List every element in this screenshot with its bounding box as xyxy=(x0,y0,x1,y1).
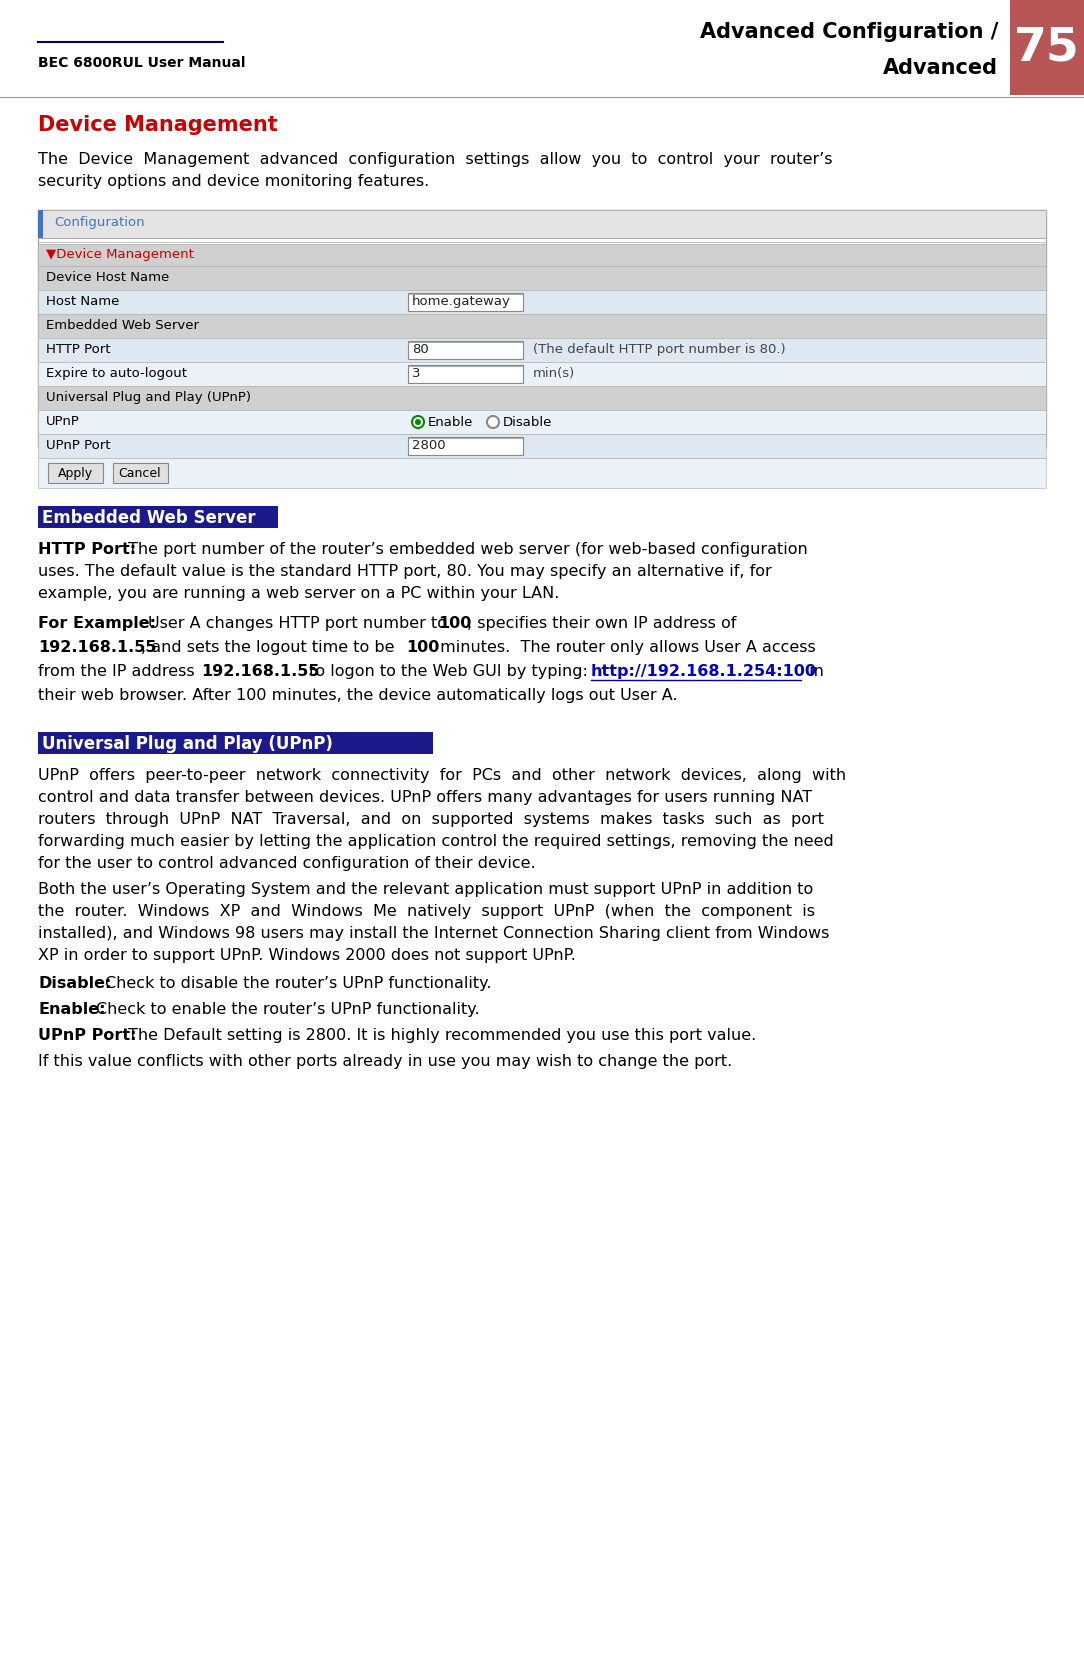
Text: The  Device  Management  advanced  configuration  settings  allow  you  to  cont: The Device Management advanced configura… xyxy=(38,153,833,168)
Text: Universal Plug and Play (UPnP): Universal Plug and Play (UPnP) xyxy=(42,735,333,753)
Bar xyxy=(408,293,522,310)
Bar xyxy=(38,267,1046,290)
Text: Both the user’s Operating System and the relevant application must support UPnP : Both the user’s Operating System and the… xyxy=(38,882,813,897)
Text: UPnP Port: UPnP Port xyxy=(46,439,111,453)
Text: Check to disable the router’s UPnP functionality.: Check to disable the router’s UPnP funct… xyxy=(105,976,491,991)
Text: 100: 100 xyxy=(406,641,439,656)
Bar xyxy=(38,386,1046,409)
Text: routers  through  UPnP  NAT  Traversal,  and  on  supported  systems  makes  tas: routers through UPnP NAT Traversal, and … xyxy=(38,812,824,827)
Text: Expire to auto-logout: Expire to auto-logout xyxy=(46,367,188,381)
Bar xyxy=(38,731,433,755)
Bar xyxy=(38,314,1046,339)
Text: , and sets the logout time to be: , and sets the logout time to be xyxy=(141,641,400,656)
Circle shape xyxy=(415,419,421,424)
Text: their web browser. After 100 minutes, the device automatically logs out User A.: their web browser. After 100 minutes, th… xyxy=(38,688,678,703)
Text: Disable: Disable xyxy=(503,416,553,429)
Text: ▼Device Management: ▼Device Management xyxy=(46,248,194,262)
Text: 192.168.1.55: 192.168.1.55 xyxy=(38,641,156,656)
Bar xyxy=(38,506,278,528)
Text: Embedded Web Server: Embedded Web Server xyxy=(42,510,256,527)
Text: 2800: 2800 xyxy=(412,439,446,453)
Text: (The default HTTP port number is 80.): (The default HTTP port number is 80.) xyxy=(533,344,786,356)
Text: to logon to the Web GUI by typing:: to logon to the Web GUI by typing: xyxy=(304,664,593,679)
Text: 80: 80 xyxy=(412,344,429,356)
Text: Enable:: Enable: xyxy=(38,1001,105,1016)
Text: forwarding much easier by letting the application control the required settings,: forwarding much easier by letting the ap… xyxy=(38,833,834,849)
Text: 75: 75 xyxy=(1015,25,1080,70)
Text: http://192.168.1.254:100: http://192.168.1.254:100 xyxy=(591,664,817,679)
Text: installed), and Windows 98 users may install the Internet Connection Sharing cli: installed), and Windows 98 users may ins… xyxy=(38,926,829,941)
Text: security options and device monitoring features.: security options and device monitoring f… xyxy=(38,174,429,190)
Text: UPnP: UPnP xyxy=(46,414,80,428)
Bar xyxy=(38,409,1046,434)
Text: User A changes HTTP port number to: User A changes HTTP port number to xyxy=(149,615,452,631)
Text: 192.168.1.55: 192.168.1.55 xyxy=(201,664,320,679)
Text: XP in order to support UPnP. Windows 2000 does not support UPnP.: XP in order to support UPnP. Windows 200… xyxy=(38,948,576,963)
Text: Apply: Apply xyxy=(57,466,92,480)
Text: UPnP  offers  peer-to-peer  network  connectivity  for  PCs  and  other  network: UPnP offers peer-to-peer network connect… xyxy=(38,768,847,783)
Text: Advanced: Advanced xyxy=(883,59,998,79)
Text: from the IP address: from the IP address xyxy=(38,664,199,679)
Text: control and data transfer between devices. UPnP offers many advantages for users: control and data transfer between device… xyxy=(38,790,812,805)
Text: If this value conflicts with other ports already in use you may wish to change t: If this value conflicts with other ports… xyxy=(38,1055,733,1068)
Text: Configuration: Configuration xyxy=(54,216,144,230)
Bar xyxy=(1010,0,1084,96)
Text: , specifies their own IP address of: , specifies their own IP address of xyxy=(467,615,736,631)
Text: HTTP Port: HTTP Port xyxy=(46,344,111,356)
Bar xyxy=(38,362,1046,386)
Text: Device Host Name: Device Host Name xyxy=(46,272,169,283)
Circle shape xyxy=(487,416,499,428)
Bar xyxy=(38,210,1046,238)
Bar xyxy=(48,463,103,483)
Text: Advanced Configuration /: Advanced Configuration / xyxy=(699,22,998,42)
Text: 100: 100 xyxy=(438,615,472,631)
Text: for the user to control advanced configuration of their device.: for the user to control advanced configu… xyxy=(38,855,535,870)
Bar xyxy=(38,434,1046,458)
Text: The port number of the router’s embedded web server (for web-based configuration: The port number of the router’s embedded… xyxy=(128,542,808,557)
Bar xyxy=(38,290,1046,314)
Text: Disable:: Disable: xyxy=(38,976,112,991)
Bar xyxy=(408,366,522,382)
Text: Device Management: Device Management xyxy=(38,116,278,136)
Text: min(s): min(s) xyxy=(533,367,576,381)
Text: the  router.  Windows  XP  and  Windows  Me  natively  support  UPnP  (when  the: the router. Windows XP and Windows Me na… xyxy=(38,904,815,919)
Text: Embedded Web Server: Embedded Web Server xyxy=(46,319,199,332)
Text: 3: 3 xyxy=(412,367,421,381)
Text: home.gateway: home.gateway xyxy=(412,295,511,309)
Text: Enable: Enable xyxy=(428,416,474,429)
Text: HTTP Port:: HTTP Port: xyxy=(38,542,137,557)
Circle shape xyxy=(412,416,424,428)
Text: minutes.  The router only allows User A access: minutes. The router only allows User A a… xyxy=(435,641,816,656)
Text: UPnP Port:: UPnP Port: xyxy=(38,1028,137,1043)
Bar xyxy=(113,463,168,483)
Text: Universal Plug and Play (UPnP): Universal Plug and Play (UPnP) xyxy=(46,391,251,404)
Text: Check to enable the router’s UPnP functionality.: Check to enable the router’s UPnP functi… xyxy=(96,1001,479,1016)
Text: For Example:: For Example: xyxy=(38,615,156,631)
Bar xyxy=(408,340,522,359)
Bar xyxy=(408,438,522,454)
Bar xyxy=(38,339,1046,362)
Text: BEC 6800RUL User Manual: BEC 6800RUL User Manual xyxy=(38,55,245,70)
Text: Cancel: Cancel xyxy=(118,466,162,480)
Bar xyxy=(38,210,1046,448)
Text: in: in xyxy=(804,664,824,679)
Text: The Default setting is 2800. It is highly recommended you use this port value.: The Default setting is 2800. It is highl… xyxy=(128,1028,757,1043)
Text: Host Name: Host Name xyxy=(46,295,119,309)
Bar xyxy=(38,458,1046,488)
Bar xyxy=(38,210,43,238)
Text: example, you are running a web server on a PC within your LAN.: example, you are running a web server on… xyxy=(38,585,559,600)
Text: uses. The default value is the standard HTTP port, 80. You may specify an altern: uses. The default value is the standard … xyxy=(38,563,772,579)
Bar xyxy=(38,243,1046,267)
